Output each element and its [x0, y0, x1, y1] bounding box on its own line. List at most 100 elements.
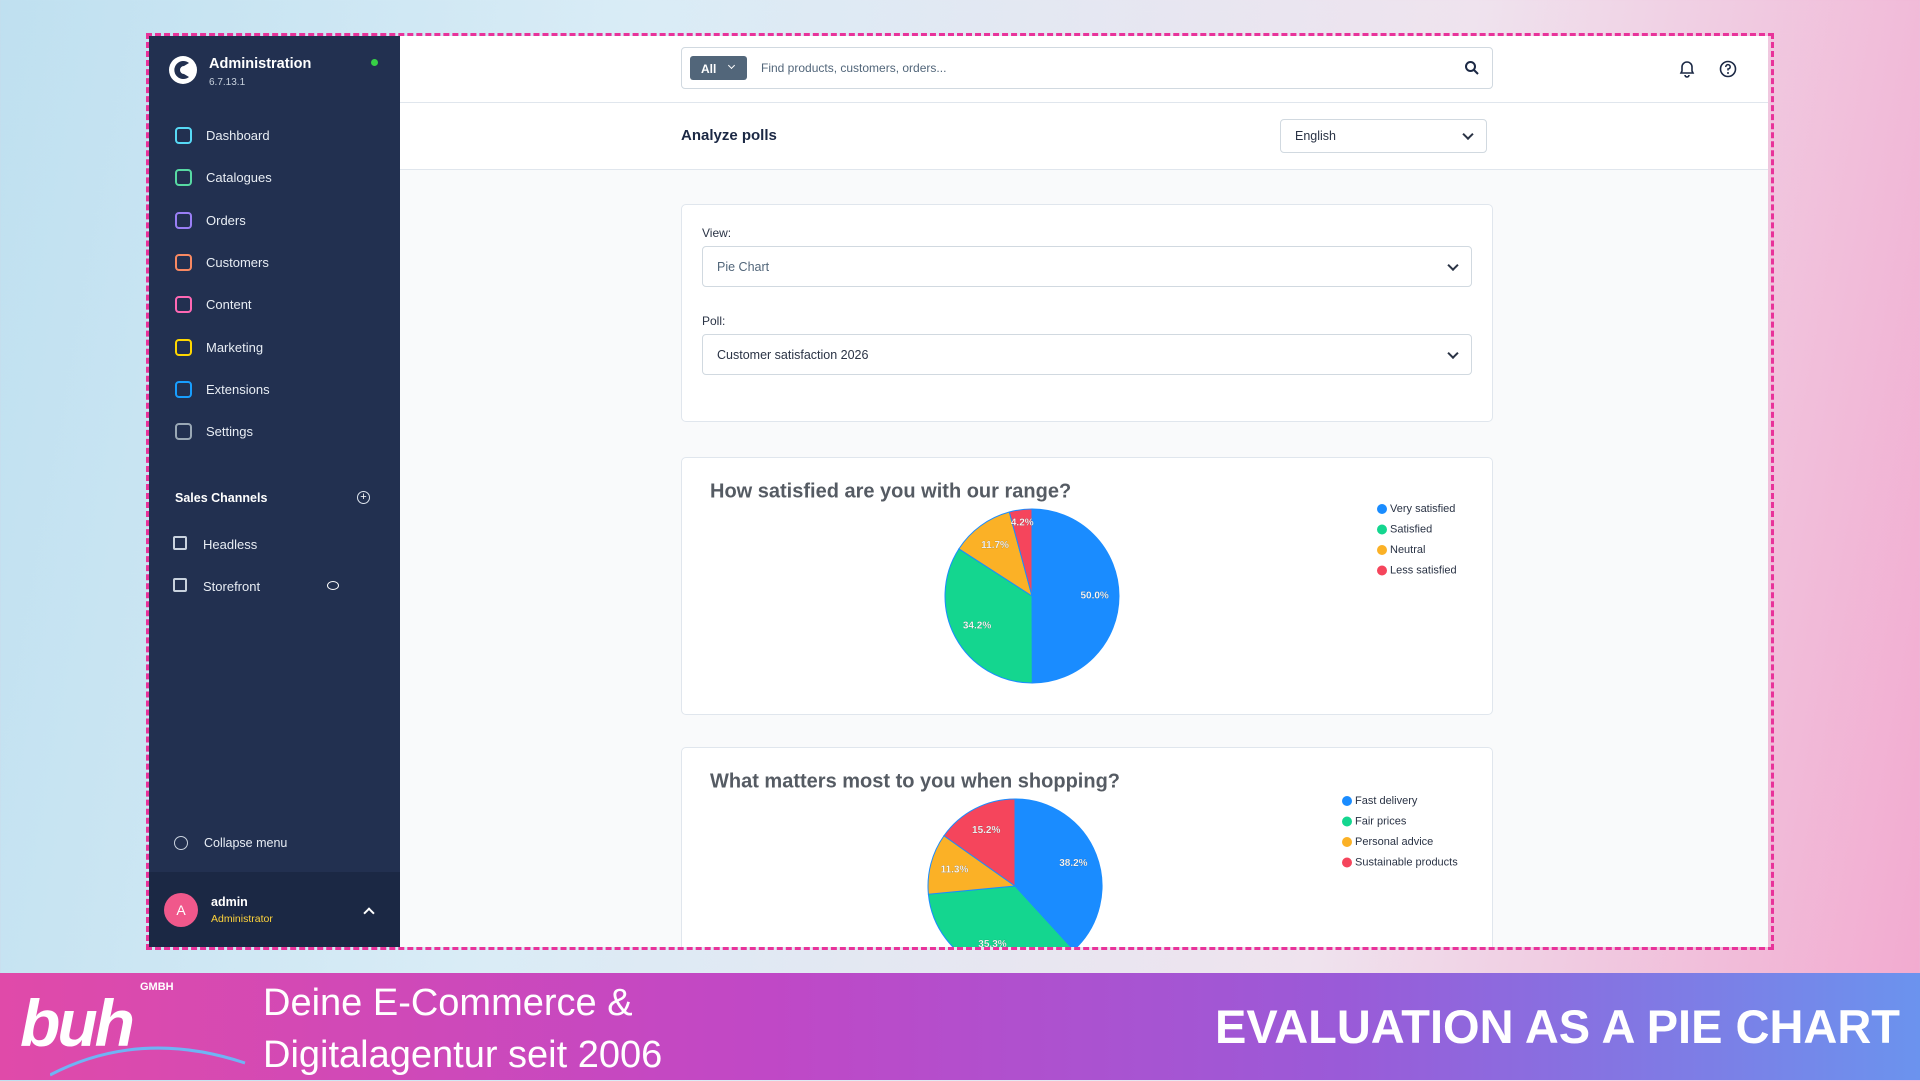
screenshot-frame [146, 33, 1774, 950]
sidebar: Administration 6.7.13.1 Dashboard Catalog… [149, 36, 400, 947]
channel-label: Storefront [203, 579, 261, 594]
logo-sub: GMBH [140, 981, 174, 993]
user-panel[interactable]: A admin Administrator [149, 872, 400, 947]
nav-label: Orders [206, 212, 246, 228]
channel-item[interactable]: Headless [149, 529, 400, 559]
collapse-menu[interactable]: Collapse menu [204, 836, 288, 850]
nav-icon [175, 169, 192, 187]
pie-slice [1008, 508, 1033, 597]
slice-label: 35.3% [978, 939, 1006, 947]
nav-label: Customers [206, 254, 269, 270]
language-select[interactable]: English [1280, 119, 1487, 153]
legend-label: Very satisfied [1390, 503, 1455, 515]
legend-swatch [1342, 796, 1352, 806]
user-role: Administrator [211, 913, 273, 925]
app-version: 6.7.13.1 [209, 77, 246, 88]
filter-card: View: Pie Chart Poll: Customer satisfact… [681, 204, 1493, 422]
avatar: A [164, 893, 198, 927]
help[interactable] [1718, 59, 1738, 79]
tagline-line: Digitalagentur seit 2006 [263, 1034, 663, 1076]
nav-item[interactable]: Marketing [149, 332, 400, 362]
pie-slice [927, 885, 1072, 947]
view-label: View: [702, 226, 732, 240]
pie-slice [943, 798, 1016, 887]
nav-icon [175, 338, 192, 356]
pie-slice [958, 511, 1033, 598]
legend-swatch [1377, 524, 1387, 535]
language-value: English [1295, 129, 1336, 143]
collapse-icon[interactable] [174, 836, 188, 850]
slice-label: 38.2% [1059, 858, 1087, 869]
nav-icon [175, 296, 192, 314]
slice-label: 15.2% [972, 825, 1000, 836]
status-dot [371, 59, 378, 66]
visibility-icon [327, 581, 339, 590]
legend-label: Sustainable products [1355, 856, 1458, 868]
nav-icon [175, 423, 192, 441]
slice-label: 11.7% [981, 540, 1009, 551]
nav-icon [175, 253, 192, 271]
legend-label: Fair prices [1355, 815, 1407, 827]
app-title: Administration [209, 56, 312, 72]
legend-swatch [1377, 565, 1387, 576]
nav-item[interactable]: Customers [149, 247, 400, 277]
search-scope-text: All [701, 62, 717, 76]
nav-label: Marketing [206, 339, 264, 355]
user-name: admin [211, 895, 248, 909]
poll-label: Poll: [702, 314, 726, 328]
page-title: Analyze polls [681, 127, 777, 144]
nav-label: Settings [206, 424, 253, 440]
pie-slice [1031, 508, 1120, 684]
nav-icon [175, 127, 192, 144]
legend-label: Less satisfied [1390, 564, 1457, 576]
nav-item[interactable]: Content [149, 289, 400, 319]
channel-item[interactable]: Storefront [149, 571, 400, 601]
channel-icon [173, 536, 187, 550]
view-select[interactable]: Pie Chart [702, 246, 1472, 287]
view-value: Pie Chart [717, 259, 770, 274]
nav-item[interactable]: Extensions [149, 374, 400, 404]
nav-label: Content [206, 297, 252, 313]
legend-swatch [1342, 857, 1352, 868]
chart-title: What matters most to you when shopping? [710, 770, 1120, 792]
slice-label: 11.3% [941, 864, 969, 875]
notifications[interactable] [1677, 59, 1697, 79]
search-box[interactable]: All Find products, customers, orders... [681, 47, 1493, 89]
tagline-line: Deine E-Commerce & [263, 982, 633, 1024]
chart-title: How satisfied are you with our range? [710, 480, 1071, 502]
legend-label: Neutral [1390, 544, 1425, 556]
legend-swatch [1342, 837, 1352, 847]
pie-slice [1014, 798, 1103, 947]
nav-label: Dashboard [206, 128, 270, 143]
nav-item[interactable]: Dashboard [149, 120, 400, 150]
nav-item[interactable]: Settings [149, 416, 400, 446]
section-title: Sales Channels [175, 491, 268, 505]
legend-label: Satisfied [1390, 523, 1432, 535]
topbar: All Find products, customers, orders... [400, 36, 1768, 103]
headline: EVALUATION AS A PIE CHART [1215, 1000, 1900, 1053]
slice-label: 34.2% [963, 621, 991, 632]
expand-icon [363, 907, 375, 919]
poll-select[interactable]: Customer satisfaction 2026 [702, 334, 1472, 375]
tagline: Deine E-Commerce & Digitalagentur seit 2… [263, 977, 662, 1081]
nav-label: Catalogues [206, 170, 272, 186]
chart-card: What matters most to you when shopping? 3… [681, 747, 1493, 947]
page-header: Analyze polls English [400, 103, 1768, 170]
nav-icon [175, 211, 192, 229]
legend-swatch [1342, 816, 1352, 827]
pie-chart: What matters most to you when shopping? 3… [710, 770, 1458, 947]
search-icon [1465, 61, 1479, 75]
nav-item[interactable]: Orders [149, 205, 400, 235]
chart-card: How satisfied are you with our range? 50.… [681, 457, 1493, 715]
slice-label: 4.2% [1011, 517, 1034, 528]
logo: buh [20, 986, 135, 1060]
pie-chart: How satisfied are you with our range? 50.… [710, 480, 1457, 684]
main: All Find products, customers, orders... … [400, 36, 1768, 947]
add-channel[interactable]: + [357, 491, 370, 504]
logo-swoosh [50, 1046, 246, 1077]
nav-item[interactable]: Catalogues [149, 162, 400, 192]
channel-icon [173, 578, 187, 592]
banner: buh GMBH Deine E-Commerce & Digitalagent… [0, 973, 1920, 1080]
search-scope[interactable]: All [690, 56, 747, 80]
